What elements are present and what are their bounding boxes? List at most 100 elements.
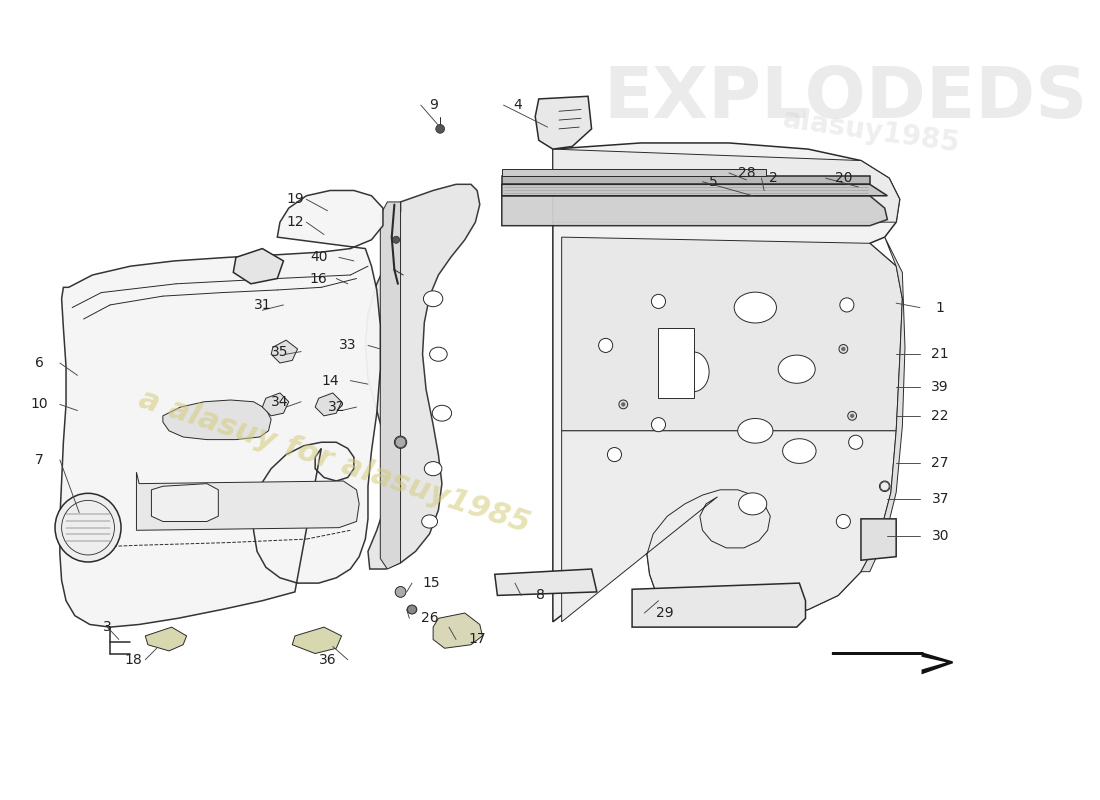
Ellipse shape [430, 347, 448, 362]
Text: 27: 27 [932, 456, 949, 470]
Polygon shape [381, 202, 400, 569]
Ellipse shape [393, 236, 399, 243]
Polygon shape [136, 472, 360, 530]
Ellipse shape [598, 338, 613, 353]
Text: 40: 40 [310, 250, 328, 264]
Ellipse shape [839, 345, 848, 354]
Text: 15: 15 [422, 576, 440, 590]
Text: 1: 1 [936, 301, 945, 314]
Ellipse shape [432, 406, 452, 421]
Ellipse shape [651, 418, 666, 432]
Polygon shape [502, 170, 766, 175]
Text: 30: 30 [932, 530, 949, 543]
Polygon shape [495, 569, 597, 595]
Text: 29: 29 [656, 606, 673, 620]
Text: 16: 16 [310, 271, 328, 286]
Ellipse shape [842, 347, 845, 350]
Polygon shape [553, 143, 902, 622]
Polygon shape [502, 184, 888, 196]
Text: 5: 5 [708, 174, 717, 189]
Text: 3: 3 [103, 620, 112, 634]
Ellipse shape [424, 291, 443, 306]
Ellipse shape [436, 125, 444, 134]
Text: 22: 22 [932, 409, 949, 423]
Polygon shape [365, 184, 480, 569]
Polygon shape [632, 583, 805, 627]
Ellipse shape [395, 437, 406, 447]
Ellipse shape [778, 355, 815, 383]
Text: EXPLODEDS: EXPLODEDS [603, 65, 1087, 134]
Polygon shape [861, 519, 896, 560]
Ellipse shape [738, 493, 767, 515]
Text: 8: 8 [536, 589, 544, 602]
Text: 19: 19 [286, 192, 304, 206]
Ellipse shape [651, 294, 666, 309]
Text: 10: 10 [31, 398, 48, 411]
Ellipse shape [55, 494, 121, 562]
Text: 37: 37 [932, 491, 949, 506]
Text: 20: 20 [835, 171, 852, 185]
Text: a alasuy for alasuy1985: a alasuy for alasuy1985 [135, 385, 534, 538]
Ellipse shape [425, 462, 442, 476]
Ellipse shape [621, 402, 625, 406]
Ellipse shape [839, 298, 854, 312]
Polygon shape [562, 431, 896, 622]
Text: 33: 33 [339, 338, 356, 353]
Polygon shape [832, 654, 953, 673]
Ellipse shape [738, 418, 773, 443]
Text: alasuy1985: alasuy1985 [781, 105, 962, 158]
Ellipse shape [407, 605, 417, 614]
Text: 35: 35 [272, 345, 288, 358]
Polygon shape [163, 400, 271, 440]
Ellipse shape [663, 356, 678, 370]
Ellipse shape [408, 605, 417, 614]
Text: 39: 39 [932, 380, 949, 394]
Text: 28: 28 [738, 166, 756, 180]
Polygon shape [861, 237, 905, 572]
Ellipse shape [848, 411, 857, 420]
Ellipse shape [395, 586, 406, 597]
Polygon shape [502, 175, 870, 184]
Polygon shape [233, 249, 284, 284]
Polygon shape [562, 237, 902, 431]
Text: 2: 2 [769, 171, 778, 185]
Polygon shape [536, 96, 592, 149]
Text: 18: 18 [125, 653, 143, 666]
Text: 32: 32 [328, 400, 345, 414]
Polygon shape [145, 627, 187, 651]
Text: 9: 9 [429, 98, 438, 112]
Text: 6: 6 [35, 356, 44, 370]
Text: 7: 7 [35, 453, 44, 467]
Ellipse shape [850, 414, 854, 418]
Polygon shape [659, 328, 694, 398]
Polygon shape [59, 190, 383, 627]
Text: 31: 31 [253, 298, 272, 312]
Polygon shape [502, 196, 888, 226]
Ellipse shape [679, 352, 710, 392]
Polygon shape [433, 613, 483, 648]
Polygon shape [316, 393, 342, 416]
Polygon shape [293, 627, 342, 654]
Ellipse shape [619, 400, 628, 409]
Text: 4: 4 [514, 98, 522, 112]
Ellipse shape [848, 435, 862, 450]
Ellipse shape [421, 515, 438, 528]
Text: 34: 34 [272, 394, 288, 409]
Polygon shape [553, 149, 900, 222]
Polygon shape [835, 656, 946, 670]
Text: 14: 14 [321, 374, 339, 388]
Text: 21: 21 [932, 347, 949, 362]
Text: 17: 17 [469, 633, 486, 646]
Ellipse shape [836, 514, 850, 529]
Text: 36: 36 [319, 653, 337, 666]
Ellipse shape [782, 438, 816, 463]
Text: 12: 12 [286, 215, 304, 229]
Ellipse shape [734, 292, 777, 323]
Text: 26: 26 [421, 611, 439, 626]
Ellipse shape [607, 447, 621, 462]
Ellipse shape [395, 586, 406, 597]
Polygon shape [262, 393, 288, 416]
Ellipse shape [395, 436, 407, 449]
Polygon shape [152, 484, 218, 522]
Polygon shape [271, 340, 298, 363]
